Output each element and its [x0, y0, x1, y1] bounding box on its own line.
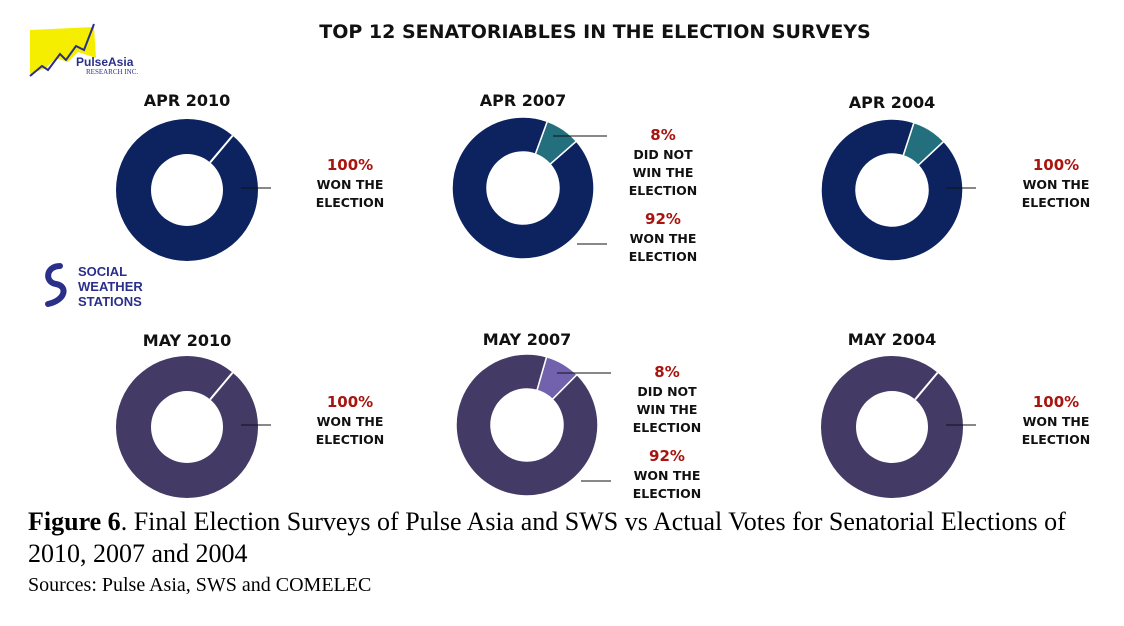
slice-label: WIN THE — [637, 402, 698, 417]
slice-divider — [209, 371, 234, 401]
slice-label: ELECTION — [1022, 195, 1090, 210]
donut-slice — [455, 353, 599, 497]
donut-title: MAY 2010 — [143, 331, 231, 350]
percent-label: 92% — [645, 210, 681, 228]
figure-label: Figure 6 — [28, 507, 121, 536]
donut-chart: MAY 2010 100% WON THE ELECTION — [115, 331, 384, 499]
caption-text: . Final Election Surveys of Pulse Asia a… — [28, 507, 1066, 568]
donut-chart: APR 2004 100% WON THE ELECTION — [820, 93, 1090, 262]
pulse-asia-logo: PulseAsia RESEARCH INC. — [29, 23, 138, 77]
donut-slice — [451, 116, 595, 260]
chart-title: TOP 12 SENATORIABLES IN THE ELECTION SUR… — [319, 21, 871, 43]
donut-chart: MAY 2004 100% WON THE ELECTION — [821, 330, 1090, 498]
slice-label: WON THE — [317, 177, 384, 192]
slice-label: ELECTION — [629, 249, 697, 264]
donut-slice — [820, 118, 964, 262]
donut-title: APR 2007 — [480, 91, 567, 110]
sws-logo: SOCIAL WEATHER STATIONS — [45, 263, 143, 309]
donut-slice — [115, 355, 258, 499]
percent-label: 8% — [650, 126, 675, 144]
slice-label: WIN THE — [633, 165, 694, 180]
slice-label: ELECTION — [629, 183, 697, 198]
slice-label: DID NOT — [633, 147, 693, 162]
donut-charts: APR 2010 100% WON THE ELECTION APR 2007 8% DID… — [115, 91, 1090, 501]
slice-label: ELECTION — [633, 486, 701, 501]
slice-label: ELECTION — [316, 195, 384, 210]
donut-chart: APR 2007 8% DID NOT WIN THE ELECTION 92% WON T… — [451, 91, 697, 264]
percent-label: 100% — [1033, 393, 1079, 411]
slice-label: ELECTION — [633, 420, 701, 435]
slice-label: WON THE — [317, 414, 384, 429]
slice-label: WON THE — [1023, 414, 1090, 429]
pulse-asia-logo-name: PulseAsia — [76, 55, 134, 69]
caption-sources: Sources: Pulse Asia, SWS and COMELEC — [28, 574, 372, 596]
slice-label: WON THE — [630, 231, 697, 246]
donut-slice — [115, 118, 258, 262]
sws-logo-line: WEATHER — [78, 279, 143, 294]
slice-divider — [209, 134, 234, 164]
sws-logo-mark — [45, 263, 67, 307]
percent-label: 100% — [327, 393, 373, 411]
slice-label: WON THE — [1023, 177, 1090, 192]
sws-logo-line: SOCIAL — [78, 264, 127, 279]
figure-caption: Figure 6. Final Election Surveys of Puls… — [28, 506, 1118, 598]
donut-title: APR 2010 — [144, 91, 231, 110]
donut-chart: APR 2010 100% WON THE ELECTION — [115, 91, 384, 262]
sws-logo-line: STATIONS — [78, 294, 142, 309]
pulse-asia-logo-sub: RESEARCH INC. — [86, 68, 138, 76]
donut-chart: MAY 2007 8% DID NOT WIN THE ELECTION 92% WON T… — [455, 330, 701, 501]
slice-label: ELECTION — [1022, 432, 1090, 447]
donut-title: MAY 2007 — [483, 330, 571, 349]
slice-divider — [914, 371, 939, 401]
pulse-asia-logo-line — [29, 23, 95, 77]
percent-label: 100% — [327, 156, 373, 174]
percent-label: 8% — [654, 363, 679, 381]
pulse-asia-logo-mark — [30, 27, 96, 74]
slice-label: DID NOT — [637, 384, 697, 399]
slice-label: ELECTION — [316, 432, 384, 447]
donut-title: APR 2004 — [849, 93, 936, 112]
percent-label: 92% — [649, 447, 685, 465]
donut-title: MAY 2004 — [848, 330, 936, 349]
caption-line: Figure 6. Final Election Surveys of Puls… — [28, 506, 1118, 570]
percent-label: 100% — [1033, 156, 1079, 174]
donut-slice — [821, 356, 963, 498]
slice-label: WON THE — [634, 468, 701, 483]
